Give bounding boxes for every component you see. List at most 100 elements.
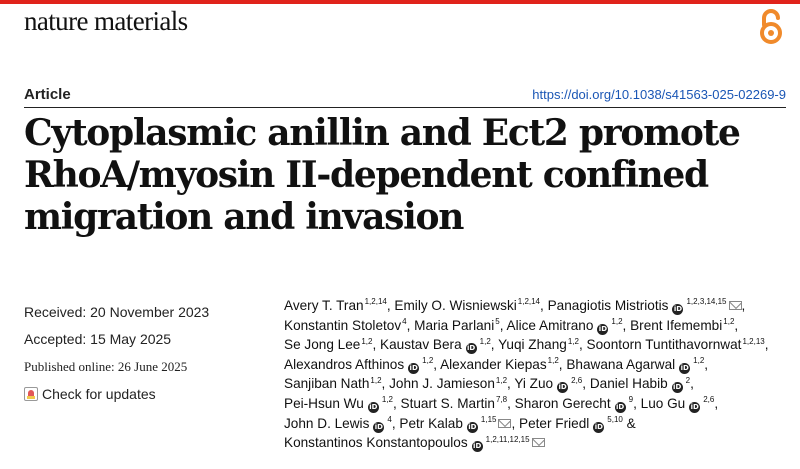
author-item[interactable]: Brent Ifemembi1,2,	[630, 318, 738, 333]
author-name[interactable]: Sanjiban Nath	[284, 376, 370, 392]
author-item[interactable]: Avery T. Tran1,2,14,	[284, 298, 391, 313]
author-name[interactable]: Sharon Gerecht	[514, 395, 611, 411]
email-icon[interactable]	[728, 301, 742, 310]
author-name[interactable]: Yuqi Zhang	[498, 337, 567, 353]
author-name[interactable]: Avery T. Tran	[284, 298, 364, 313]
author-item[interactable]: Luo Gu iD2,6,	[640, 395, 718, 413]
author-affiliation[interactable]: 1,2,11,12,15	[485, 434, 530, 444]
orcid-icon[interactable]: iD	[593, 421, 605, 433]
author-affiliation[interactable]: 4	[387, 415, 392, 425]
author-affiliation[interactable]: 5	[495, 317, 500, 327]
author-item[interactable]: John D. Lewis iD4,	[284, 415, 396, 433]
doi-link[interactable]: https://doi.org/10.1038/s41563-025-02269…	[532, 87, 786, 102]
author-affiliation[interactable]: 2	[685, 375, 691, 385]
orcid-icon[interactable]: iD	[557, 382, 569, 394]
orcid-icon[interactable]: iD	[408, 362, 420, 374]
author-name[interactable]: Stuart S. Martin	[400, 395, 495, 411]
orcid-icon[interactable]: iD	[614, 401, 626, 413]
author-name[interactable]: Konstantin Stoletov	[284, 317, 402, 333]
author-affiliation[interactable]: 1,2,14	[364, 297, 387, 307]
author-item[interactable]: Panagiotis Mistriotis iD1,2,3,14,15,	[547, 297, 745, 315]
author-item[interactable]: Petr Kalab iD1,15,	[399, 415, 515, 433]
author-affiliation[interactable]: 5,10	[607, 415, 623, 425]
author-affiliation[interactable]: 4	[402, 317, 407, 327]
author-item[interactable]: Maria Parlani5,	[414, 318, 503, 333]
check-for-updates-button[interactable]: Check for updates	[24, 386, 156, 402]
author-affiliation[interactable]: 1,2	[567, 336, 579, 346]
author-affiliation[interactable]: 1,2	[723, 317, 735, 327]
author-item[interactable]: John J. Jamieson1,2,	[389, 376, 511, 391]
author-name[interactable]: John J. Jamieson	[389, 376, 495, 392]
author-affiliation[interactable]: 2,6	[571, 375, 583, 385]
author-affiliation[interactable]: 1,2	[422, 356, 434, 366]
author-affiliation[interactable]: 7,8	[495, 395, 508, 405]
orcid-icon[interactable]: iD	[465, 343, 477, 355]
author-item[interactable]: Yi Zuo iD2,6,	[514, 375, 586, 394]
author-item[interactable]: Kaustav Bera iD1,2,	[380, 336, 495, 355]
author-separator: ,	[578, 337, 583, 353]
email-icon[interactable]	[498, 418, 512, 428]
author-item[interactable]: Konstantin Stoletov4,	[284, 318, 410, 333]
author-name[interactable]: Bhawana Agarwal	[566, 356, 676, 372]
orcid-icon[interactable]: iD	[597, 323, 609, 335]
author-name[interactable]: John D. Lewis	[284, 415, 370, 431]
author-name[interactable]: Kaustav Bera	[380, 337, 462, 353]
author-name[interactable]: Petr Kalab	[399, 415, 463, 431]
author-name[interactable]: Brent Ifemembi	[630, 317, 723, 333]
author-item[interactable]: Alice Amitrano iD1,2,	[506, 317, 626, 335]
author-affiliation[interactable]: 1,2,3,14,15	[686, 297, 727, 307]
orcid-icon[interactable]: iD	[672, 304, 684, 315]
author-name[interactable]: Peter Friedl	[519, 415, 590, 431]
orcid-icon[interactable]: iD	[373, 421, 385, 433]
orcid-icon[interactable]: iD	[471, 441, 483, 453]
orcid-icon[interactable]: iD	[689, 401, 701, 413]
author-affiliation[interactable]: 1,2,14	[517, 297, 541, 307]
author-item[interactable]: Sharon Gerecht iD9,	[514, 395, 637, 413]
orcid-icon[interactable]: iD	[466, 421, 478, 433]
author-name[interactable]: Panagiotis Mistriotis	[547, 298, 669, 313]
author-item[interactable]: Soontorn Tuntithavornwat1,2,13,	[587, 337, 769, 352]
journal-name[interactable]: nature materials	[24, 6, 188, 36]
author-affiliation[interactable]: 1,2	[611, 317, 623, 327]
orcid-icon[interactable]: iD	[367, 401, 379, 413]
author-affiliation[interactable]: 1,2	[495, 375, 508, 385]
author-name[interactable]: Daniel Habib	[589, 376, 668, 392]
author-item[interactable]: Daniel Habib iD2,	[589, 375, 694, 394]
author-name[interactable]: Alexandros Afthinos	[284, 356, 405, 372]
author-affiliation[interactable]: 1,2	[361, 336, 373, 346]
author-name[interactable]: Soontorn Tuntithavornwat	[586, 337, 742, 353]
author-name[interactable]: Yi Zuo	[514, 376, 554, 392]
author-name[interactable]: Se Jong Lee	[284, 337, 361, 353]
author-name[interactable]: Pei-Hsun Wu	[284, 395, 364, 411]
author-item[interactable]: Bhawana Agarwal iD1,2,	[566, 356, 708, 374]
author-item[interactable]: Peter Friedl iD5,10 &	[519, 415, 636, 433]
author-item[interactable]: Pei-Hsun Wu iD1,2,	[284, 395, 397, 413]
author-affiliation[interactable]: 1,2	[381, 395, 393, 405]
author-affiliation[interactable]: 1,2,13	[742, 336, 765, 346]
email-icon[interactable]	[531, 438, 545, 448]
open-access-lock-icon[interactable]	[756, 6, 786, 46]
author-item[interactable]: Alexandros Afthinos iD1,2,	[284, 356, 437, 374]
author-name[interactable]: Konstantinos Konstantopoulos	[284, 435, 468, 451]
author-name[interactable]: Maria Parlani	[414, 317, 495, 333]
author-item[interactable]: Konstantinos Konstantopoulos iD1,2,11,12,…	[284, 434, 545, 453]
orcid-icon[interactable]: iD	[679, 362, 691, 374]
author-affiliation[interactable]: 9	[628, 395, 634, 405]
author-item[interactable]: Stuart S. Martin7,8,	[401, 396, 511, 411]
author-affiliation[interactable]: 1,15	[480, 415, 497, 425]
author-affiliation[interactable]: 1,2	[547, 356, 559, 366]
author-item[interactable]: Yuqi Zhang1,2,	[498, 337, 583, 352]
author-item[interactable]: Sanjiban Nath1,2,	[284, 376, 385, 391]
author-item[interactable]: Emily O. Wisniewski1,2,14,	[394, 298, 543, 313]
author-affiliation[interactable]: 1,2	[693, 356, 705, 366]
author-affiliation[interactable]: 1,2	[479, 336, 491, 346]
author-item[interactable]: Se Jong Lee1,2,	[284, 337, 376, 352]
author-name[interactable]: Luo Gu	[640, 395, 686, 411]
author-name[interactable]: Alexander Kiepas	[440, 356, 547, 372]
author-name[interactable]: Emily O. Wisniewski	[394, 298, 517, 313]
author-item[interactable]: Alexander Kiepas1,2,	[440, 357, 562, 372]
author-affiliation[interactable]: 1,2	[370, 375, 382, 385]
orcid-icon[interactable]: iD	[671, 382, 683, 394]
author-name[interactable]: Alice Amitrano	[506, 317, 594, 333]
author-affiliation[interactable]: 2,6	[703, 395, 715, 405]
